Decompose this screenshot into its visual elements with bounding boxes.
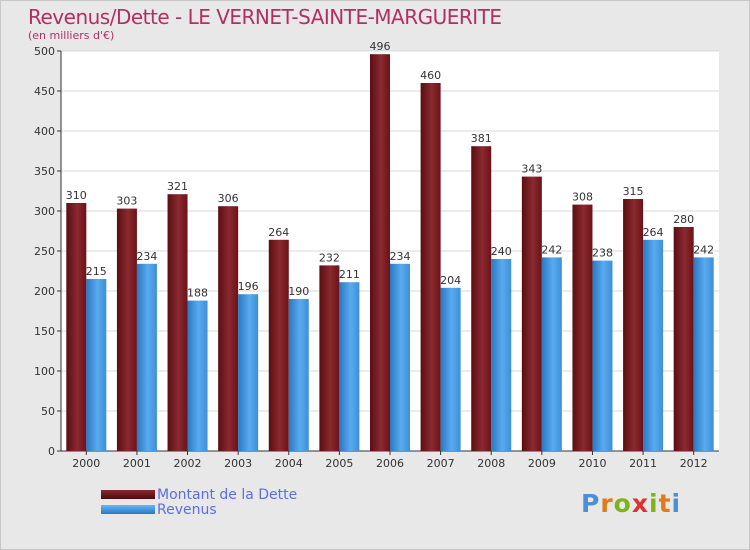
y-tick-label: 100 [34,365,55,378]
x-tick-label: 2000 [72,457,100,470]
x-tick-label: 2006 [376,457,404,470]
y-tick-label: 300 [34,205,55,218]
data-label-dette-2007: 460 [420,69,441,82]
bar-revenus-2009 [541,257,562,451]
data-label-revenus-2008: 240 [491,245,512,258]
x-tick-label: 2003 [224,457,252,470]
data-label-revenus-2002: 188 [187,287,208,300]
x-tick-label: 2009 [528,457,556,470]
x-tick-label: 2004 [275,457,303,470]
y-tick-label: 350 [34,165,55,178]
data-label-dette-2005: 232 [319,251,340,264]
chart-title: Revenus/Dette - LE VERNET-SAINTE-MARGUER… [28,5,502,29]
bar-dette-2005 [319,265,340,451]
data-label-dette-2004: 264 [268,226,289,239]
x-tick-label: 2001 [123,457,151,470]
bar-revenus-2004 [288,299,309,451]
data-label-dette-2008: 381 [471,132,492,145]
y-tick-label: 450 [34,85,55,98]
bar-revenus-2002 [187,300,208,451]
x-tick-label: 2007 [427,457,455,470]
logo-letter: i [649,489,659,518]
bar-revenus-2000 [86,279,107,451]
bar-revenus-2010 [592,260,613,451]
bar-dette-2007 [420,83,441,451]
legend-swatch-dette [101,490,155,499]
data-label-revenus-2009: 242 [541,243,562,256]
legend-item-revenus: Revenus [101,501,297,518]
data-label-revenus-2004: 190 [288,285,309,298]
bar-dette-2008 [471,146,492,451]
data-label-dette-2012: 280 [673,213,694,226]
legend-label-dette: Montant de la Dette [157,486,298,503]
data-label-dette-2000: 310 [66,189,87,202]
data-label-dette-2010: 308 [572,191,593,204]
y-tick-label: 200 [34,285,55,298]
y-tick-label: 400 [34,125,55,138]
data-label-dette-2009: 343 [521,163,542,176]
data-label-revenus-2005: 211 [339,268,360,281]
data-label-dette-2006: 496 [370,40,391,53]
y-tick-label: 0 [48,445,55,458]
legend-item-dette: Montant de la Dette [101,486,298,503]
data-label-dette-2011: 315 [623,185,644,198]
y-tick-label: 500 [34,45,55,58]
x-tick-label: 2008 [477,457,505,470]
bar-dette-2002 [167,194,188,451]
x-tick-label: 2002 [174,457,202,470]
logo-letter: o [613,489,632,518]
bar-dette-2000 [66,203,87,451]
data-label-revenus-2006: 234 [390,250,411,263]
data-label-revenus-2003: 196 [238,280,259,293]
data-label-dette-2001: 303 [116,195,137,208]
bar-dette-2004 [268,239,289,451]
x-tick-label: 2012 [680,457,708,470]
y-tick-label: 50 [41,405,55,418]
data-label-revenus-2000: 215 [86,265,107,278]
x-tick-label: 2011 [629,457,657,470]
chart-subtitle: (en milliers d'€) [28,29,115,42]
bar-dette-2001 [116,208,137,451]
data-label-revenus-2011: 264 [643,226,664,239]
bar-dette-2011 [623,199,644,451]
logo-letter: t [658,489,672,518]
legend-swatch-revenus [101,505,155,514]
data-label-revenus-2010: 238 [592,247,613,260]
logo-letter: P [581,489,601,518]
bar-revenus-2008 [491,259,512,451]
bar-revenus-2005 [339,282,360,451]
bar-revenus-2006 [390,263,410,451]
legend: Montant de la Dette Revenus [101,486,298,518]
bar-revenus-2007 [440,287,461,451]
bar-dette-2009 [521,176,542,451]
data-label-revenus-2007: 204 [440,274,461,287]
x-tick-label: 2005 [325,457,353,470]
data-label-dette-2002: 321 [167,180,188,193]
logo-letter: i [671,489,682,518]
data-label-dette-2003: 306 [218,192,239,205]
legend-label-revenus: Revenus [157,501,217,518]
bar-revenus-2011 [643,239,664,451]
y-tick-label: 150 [34,325,55,338]
bar-revenus-2003 [238,294,259,451]
bar-dette-2003 [218,206,239,451]
bar-dette-2010 [572,204,593,451]
axes: 0 50 100 150 200 250 300 350 400 450 500 2000 2001 20… [34,45,719,470]
bar-revenus-2001 [136,263,157,451]
logo-letter: r [600,489,614,518]
bar-dette-2012 [673,227,694,451]
proxiti-logo: Proxiti [581,489,681,518]
logo-letter: x [631,489,649,518]
data-labels: 310 215 303 234 321 188 306 196 264 190 232 211 496 2… [66,40,714,299]
bars [66,54,714,451]
bar-dette-2006 [370,54,390,451]
data-label-revenus-2012: 242 [693,243,714,256]
x-tick-label: 2010 [578,457,606,470]
bar-revenus-2012 [693,257,714,451]
y-tick-label: 250 [34,245,55,258]
data-label-revenus-2001: 234 [136,250,157,263]
